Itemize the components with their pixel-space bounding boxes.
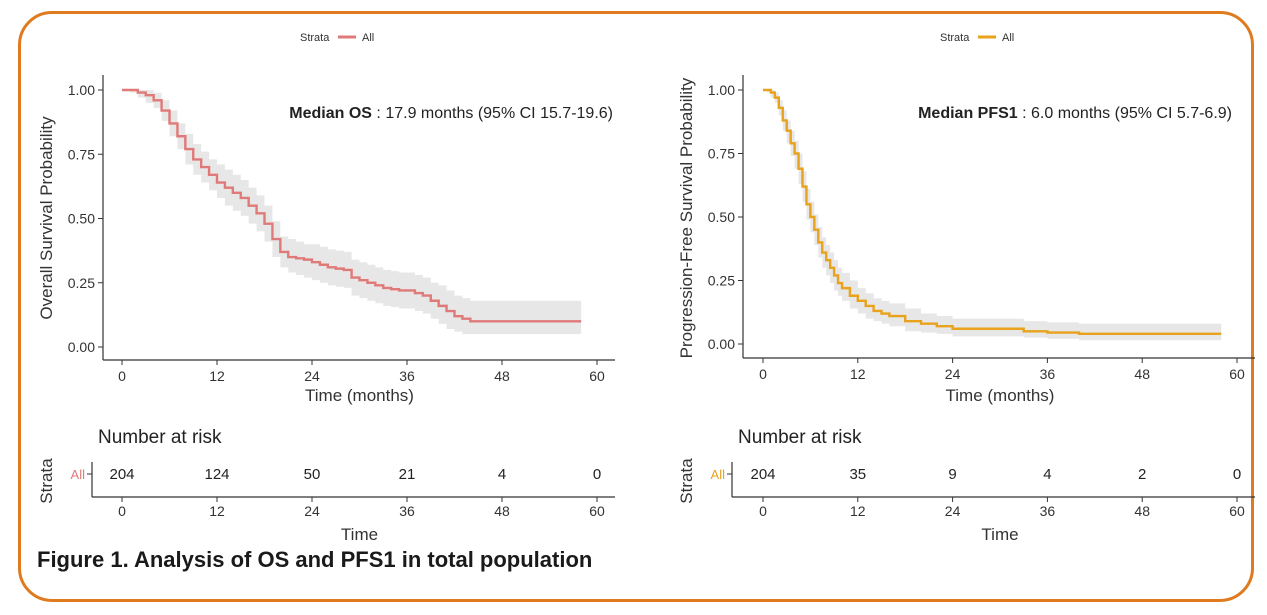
y-tick-label: 0.00: [708, 336, 735, 352]
risk-table: Number at risk Strata All 204 0 35 12 9 24 4 36 2 48…: [677, 427, 1255, 544]
median-annotation-value: : 17.9 months (95% CI 15.7-19.6): [372, 105, 613, 122]
x-tick-label: 12: [850, 366, 866, 382]
x-tick-label: 24: [945, 366, 961, 382]
x-tick-label: 0: [118, 368, 126, 384]
risk-table: Number at risk Strata All 204 0 124 12 50 24 21 36…: [37, 427, 615, 544]
risk-count: 0: [1233, 466, 1241, 483]
median-annotation: Median PFS1 : 6.0 months (95% CI 5.7-6.9…: [918, 105, 1232, 122]
x-tick-label: 60: [1229, 366, 1245, 382]
risk-x-tick-label: 0: [118, 503, 126, 519]
x-tick-label: 0: [759, 366, 767, 382]
risk-x-tick-label: 24: [945, 503, 961, 519]
risk-table-strata-label: Strata: [677, 458, 696, 504]
risk-count: 0: [593, 466, 601, 483]
x-tick-label: 60: [589, 368, 605, 384]
figure-frame: [18, 11, 1254, 602]
x-tick-label: 12: [209, 368, 225, 384]
median-annotation: Median OS : 17.9 months (95% CI 15.7-19.…: [289, 105, 613, 122]
x-tick-label: 36: [1040, 366, 1056, 382]
risk-count: 204: [109, 466, 134, 483]
risk-x-tick-label: 12: [850, 503, 866, 519]
risk-x-tick-label: 36: [399, 503, 415, 519]
x-axis-label: Time (months): [305, 386, 414, 405]
x-tick-label: 48: [494, 368, 510, 384]
risk-x-tick-label: 0: [759, 503, 767, 519]
survival-curve: [122, 88, 582, 323]
risk-x-tick-label: 12: [209, 503, 225, 519]
risk-count: 4: [1043, 466, 1051, 483]
risk-row-label: All: [711, 467, 726, 482]
risk-count: 2: [1138, 466, 1146, 483]
risk-row-label: All: [71, 467, 86, 482]
risk-table-title: Number at risk: [738, 427, 862, 448]
y-tick-label: 0.50: [708, 209, 735, 225]
x-axis-label: Time (months): [946, 386, 1055, 405]
y-tick-label: 0.25: [708, 273, 735, 289]
y-tick-label: 0.75: [68, 146, 95, 162]
x-tick-label: 48: [1134, 366, 1150, 382]
risk-count: 9: [948, 466, 956, 483]
survival-curve: [763, 88, 1222, 336]
median-annotation-value: : 6.0 months (95% CI 5.7-6.9): [1018, 105, 1232, 122]
legend: Strata All: [940, 32, 1014, 44]
risk-x-tick-label: 48: [1134, 503, 1150, 519]
y-tick-label: 0.25: [68, 275, 95, 291]
risk-x-tick-label: 60: [1229, 503, 1245, 519]
risk-x-tick-label: 24: [304, 503, 320, 519]
figure-caption: Figure 1. Analysis of OS and PFS1 in tot…: [37, 547, 593, 572]
risk-x-tick-label: 36: [1040, 503, 1056, 519]
risk-count: 124: [204, 466, 229, 483]
risk-count: 35: [849, 466, 866, 483]
y-tick-label: 0.75: [708, 146, 735, 162]
y-tick-label: 0.50: [68, 211, 95, 227]
legend-entry: All: [1002, 32, 1014, 44]
risk-x-tick-label: 48: [494, 503, 510, 519]
median-annotation-label: Median PFS1: [918, 105, 1018, 122]
y-tick-label: 1.00: [708, 82, 735, 98]
median-annotation-label: Median OS: [289, 105, 372, 122]
risk-count: 21: [399, 466, 416, 483]
y-axis-label: Progression-Free Survival Probability: [677, 77, 696, 358]
risk-count: 50: [304, 466, 321, 483]
y-tick-label: 0.00: [68, 339, 95, 355]
x-tick-label: 24: [304, 368, 320, 384]
risk-table-title: Number at risk: [98, 427, 222, 448]
legend: Strata All: [300, 32, 374, 44]
y-tick-label: 1.00: [68, 82, 95, 98]
risk-count: 4: [498, 466, 506, 483]
risk-x-axis-label: Time: [981, 525, 1018, 544]
legend-title: Strata: [940, 32, 970, 44]
x-tick-label: 36: [399, 368, 415, 384]
chart-panel-os: Strata All 0.00 0.25 0.50 0.75 1.00 0 12 24 36 48 60…: [37, 32, 615, 544]
legend-title: Strata: [300, 32, 330, 44]
y-axis-label: Overall Survival Probability: [37, 116, 56, 320]
risk-count: 204: [750, 466, 775, 483]
risk-x-tick-label: 60: [589, 503, 605, 519]
legend-entry: All: [362, 32, 374, 44]
risk-x-axis-label: Time: [341, 525, 378, 544]
confidence-band: [763, 90, 1222, 341]
confidence-band: [122, 90, 582, 335]
risk-table-strata-label: Strata: [37, 458, 56, 504]
